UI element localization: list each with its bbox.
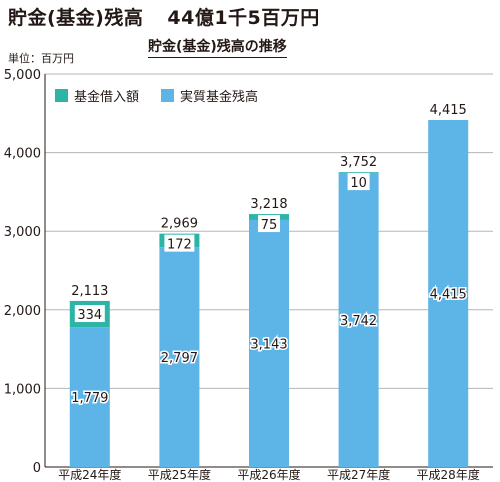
- data-label-bg: [258, 215, 280, 233]
- y-tick-label: 4,000: [4, 147, 41, 162]
- data-label-balance: 3,143: [250, 337, 287, 352]
- page-heading: 貯金(基金)残高 44億1千5百万円: [8, 3, 320, 30]
- data-label-total: 2,113: [71, 284, 108, 299]
- y-tick-label: 3,000: [4, 225, 41, 240]
- legend-label-borrowing: 基金借入額: [74, 90, 140, 105]
- x-tick-label: 平成25年度: [148, 467, 211, 482]
- bar-balance: [338, 172, 379, 468]
- data-label-balance: 3,742: [340, 314, 377, 329]
- y-tick-label: 2,000: [4, 304, 41, 319]
- y-tick-label: 1,000: [4, 382, 41, 397]
- chart-title: 貯金(基金)残高の推移: [148, 36, 287, 58]
- legend: 基金借入額 実質基金残高: [55, 86, 280, 105]
- data-label-total: 3,752: [340, 155, 377, 170]
- bar-balance: [428, 119, 469, 467]
- bar-balance: [249, 219, 289, 467]
- bar-balance: [159, 247, 200, 467]
- data-label-borrowing: 172: [167, 238, 192, 253]
- legend-swatch-balance: [161, 89, 175, 102]
- y-tick-label: 5,000: [4, 68, 41, 83]
- data-label-borrowing: 75: [261, 218, 278, 233]
- x-tick-label: 平成27年度: [327, 467, 390, 482]
- x-tick-label: 平成28年度: [417, 467, 480, 482]
- data-label-balance: 2,797: [161, 351, 198, 366]
- legend-label-balance: 実質基金残高: [180, 90, 259, 105]
- data-label-total: 3,218: [250, 197, 287, 212]
- unit-label: 単位：百万円: [8, 52, 74, 65]
- data-label-borrowing: 334: [77, 308, 102, 323]
- data-label-total: 4,415: [430, 103, 467, 118]
- data-label-balance: 1,779: [71, 391, 108, 406]
- bar-borrowing: [338, 172, 379, 173]
- data-label-borrowing: 10: [350, 176, 367, 191]
- legend-swatch-borrowing: [55, 89, 68, 102]
- x-tick-label: 平成24年度: [58, 467, 121, 482]
- x-tick-label: 平成26年度: [237, 467, 300, 482]
- data-label-bg: [164, 234, 195, 252]
- heading-title: 貯金(基金)残高: [8, 7, 144, 29]
- bar-balance: [69, 327, 110, 467]
- data-label-balance: 4,415: [430, 287, 467, 302]
- data-label-bg: [74, 305, 105, 323]
- y-tick-label: 0: [33, 461, 41, 476]
- data-label-total: 2,969: [161, 217, 198, 232]
- data-label-bg: [347, 173, 370, 191]
- heading-amount: 44億1千5百万円: [167, 7, 320, 29]
